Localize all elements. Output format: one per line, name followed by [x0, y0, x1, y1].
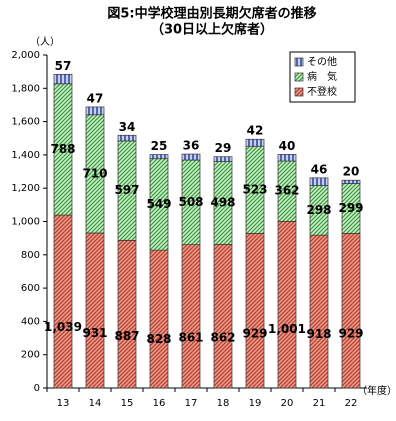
data-label: 508	[178, 195, 203, 209]
x-unit: （年度）	[357, 384, 396, 397]
data-label: 40	[279, 139, 296, 153]
data-label: 29	[215, 141, 232, 155]
bar-segment	[181, 244, 201, 389]
y-tick-label: 600	[21, 283, 40, 294]
data-label: 1,039	[44, 320, 82, 334]
chart-title: 図5:中学校理由別長期欠席者の推移	[107, 6, 316, 22]
y-tick-label: 1,400	[11, 150, 40, 161]
chart-subtitle: （30日以上欠席者）	[151, 22, 273, 38]
data-label: 549	[146, 197, 171, 211]
data-label: 36	[183, 139, 200, 153]
y-tick-label: 200	[21, 350, 40, 361]
data-label: 47	[87, 91, 104, 105]
bar-segment	[245, 138, 265, 147]
data-label: 929	[242, 326, 267, 340]
bar-segment	[117, 134, 137, 142]
y-tick-label: 2,000	[11, 50, 40, 61]
data-label: 362	[274, 184, 299, 198]
bar-segment	[309, 177, 329, 186]
x-tick-label: 14	[89, 398, 102, 409]
data-label: 20	[343, 165, 360, 179]
x-tick-label: 20	[281, 398, 294, 409]
y-unit: （人）	[30, 36, 60, 48]
bar-segment	[117, 239, 137, 389]
legend-label: 不登校	[307, 85, 337, 98]
bar-segment	[149, 154, 169, 160]
y-tick-label: 1,600	[11, 117, 40, 128]
bar-segment	[85, 232, 105, 389]
data-label: 861	[178, 330, 203, 344]
data-label: 57	[55, 59, 72, 73]
data-label: 42	[247, 124, 264, 138]
y-tick-label: 0	[34, 383, 40, 394]
data-label: 298	[306, 203, 331, 217]
data-label: 523	[242, 182, 267, 196]
x-tick-label: 16	[153, 398, 166, 409]
legend-swatch	[294, 72, 304, 82]
bar-segment	[53, 214, 73, 389]
data-label: 25	[151, 139, 168, 153]
data-label: 46	[311, 162, 328, 176]
bar-segment	[85, 106, 105, 116]
bar-segment	[213, 244, 233, 389]
bar-segment	[181, 153, 201, 161]
x-tick-label: 15	[121, 398, 134, 409]
bar-segment	[53, 73, 73, 85]
legend-swatch	[294, 57, 304, 67]
data-label: 862	[210, 330, 235, 344]
bar-segment	[277, 220, 297, 389]
data-label: 918	[306, 327, 331, 341]
y-tick-label: 1,800	[11, 83, 40, 94]
bar-segment	[341, 232, 361, 389]
data-label: 710	[82, 166, 107, 180]
bar-segment	[149, 249, 169, 389]
data-label: 498	[210, 196, 235, 210]
bar-segment	[213, 156, 233, 162]
x-tick-label: 13	[57, 398, 70, 409]
data-label: 788	[50, 142, 75, 156]
y-tick-label: 1,000	[11, 217, 40, 228]
data-label: 887	[114, 329, 139, 343]
bar-segment	[245, 232, 265, 389]
bar-segment	[277, 154, 297, 162]
x-tick-label: 18	[217, 398, 230, 409]
x-tick-label: 21	[313, 398, 326, 409]
x-tick-label: 19	[249, 398, 262, 409]
bar-segment	[341, 179, 361, 184]
legend-swatch	[294, 87, 304, 97]
x-tick-label: 22	[345, 398, 358, 409]
legend-label: 病 気	[307, 70, 337, 83]
bar-segment	[309, 234, 329, 389]
data-label: 828	[146, 332, 171, 346]
x-tick-label: 17	[185, 398, 198, 409]
data-label: 299	[338, 201, 363, 215]
y-tick-label: 1,200	[11, 183, 40, 194]
y-tick-label: 800	[21, 250, 40, 261]
y-tick-label: 400	[21, 316, 40, 327]
data-label: 597	[114, 183, 139, 197]
legend-label: その他	[307, 55, 337, 68]
data-label: 931	[82, 326, 107, 340]
data-label: 929	[338, 326, 363, 340]
data-label: 34	[119, 120, 136, 134]
data-label: 1,001	[268, 322, 306, 336]
